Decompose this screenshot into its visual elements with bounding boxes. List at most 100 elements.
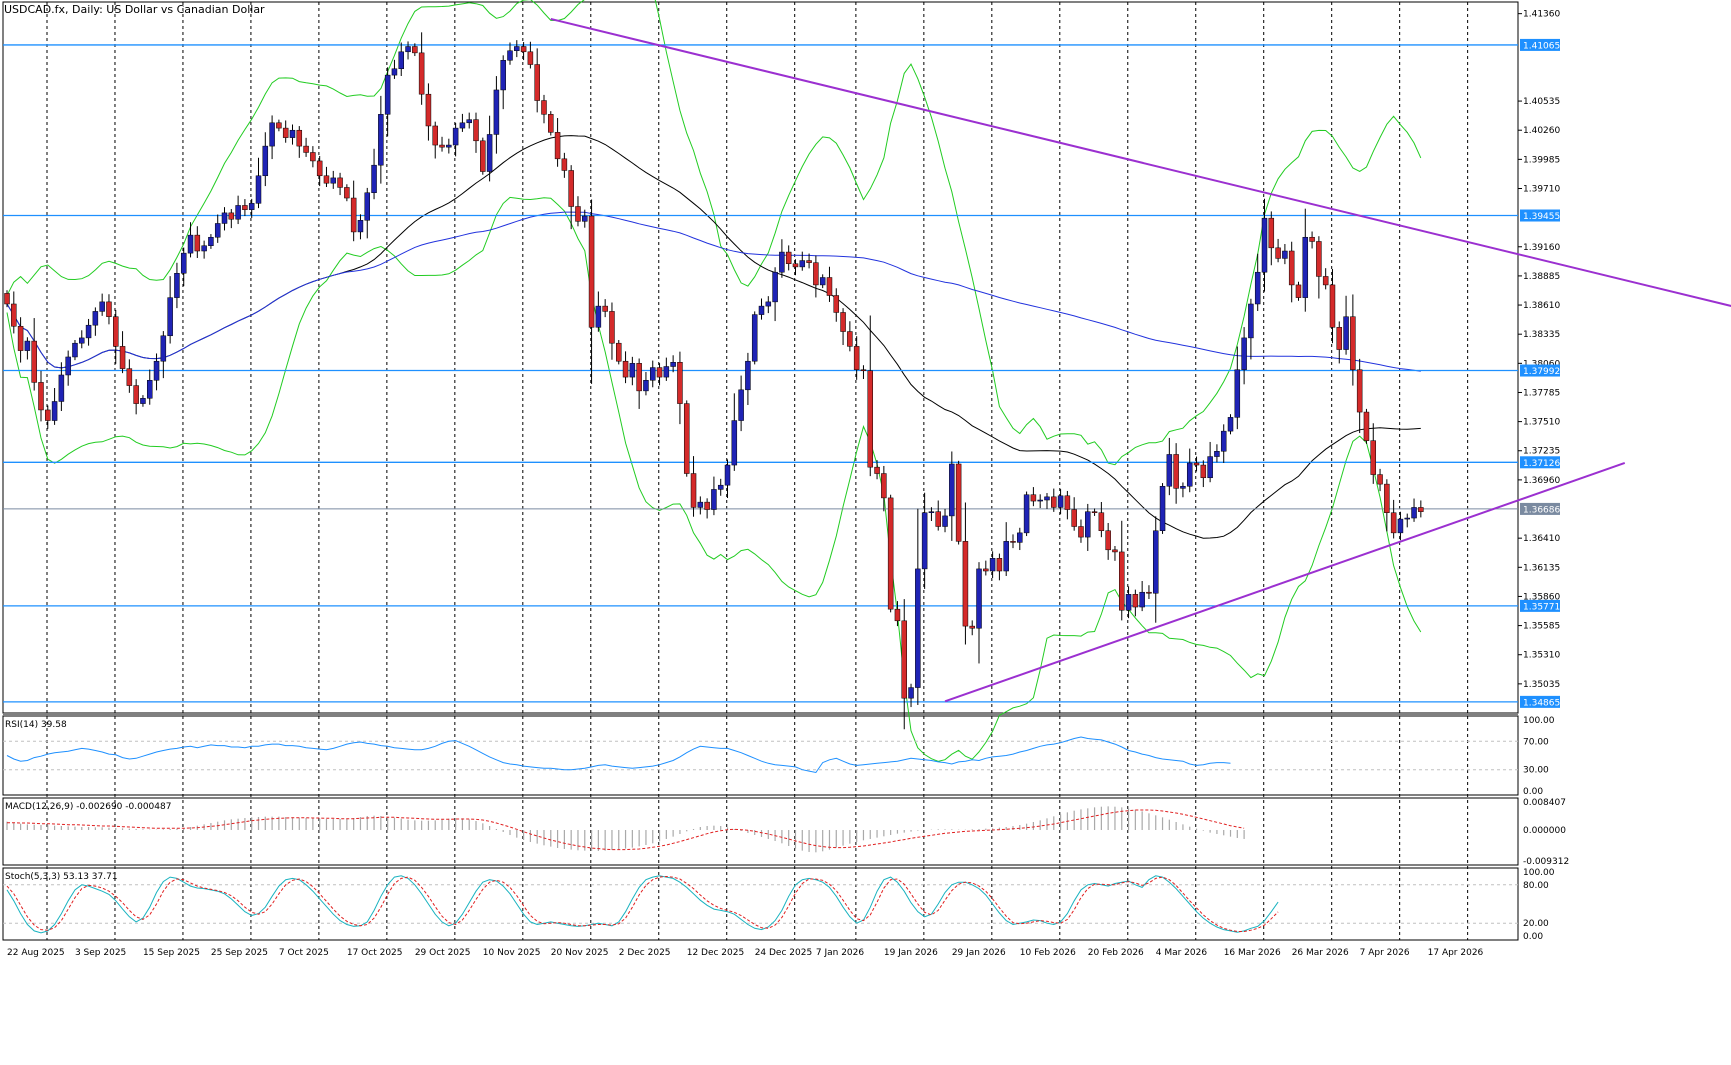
bear-candle	[133, 385, 139, 404]
bear-candle	[860, 369, 867, 371]
bear-candle	[194, 234, 201, 252]
bear-candle	[874, 466, 880, 474]
bear-candle	[996, 558, 1003, 572]
bear-candle	[425, 93, 432, 127]
rsi-scale-label: 100.00	[1523, 716, 1555, 726]
price-level-label: 1.37126	[1523, 459, 1560, 469]
bear-candle	[119, 346, 126, 369]
bull-candle	[1037, 499, 1043, 502]
bull-candle	[1044, 496, 1050, 501]
bear-candle	[840, 312, 846, 332]
bull-candle	[289, 129, 296, 138]
bull-candle	[187, 234, 194, 254]
bear-candle	[1030, 494, 1037, 502]
bear-candle	[1329, 284, 1336, 328]
bear-candle	[1309, 236, 1315, 242]
bull-candle	[1261, 217, 1268, 273]
bear-candle	[568, 170, 574, 207]
bear-candle	[1377, 474, 1383, 485]
bull-candle	[378, 114, 384, 166]
bull-candle	[1003, 541, 1009, 572]
date-tick-label: 10 Nov 2025	[483, 948, 541, 958]
bear-candle	[962, 541, 969, 627]
bear-candle	[344, 187, 350, 199]
bear-candle	[527, 51, 534, 65]
price-tick-label: 1.35310	[1523, 651, 1560, 661]
bear-candle	[1146, 591, 1152, 594]
price-level-tag	[1520, 364, 1560, 377]
bull-candle	[99, 301, 105, 312]
date-tick-label: 15 Sep 2025	[143, 948, 200, 958]
price-tick-label: 1.35585	[1523, 622, 1560, 632]
date-tick-label: 7 Oct 2025	[279, 948, 329, 958]
bear-candle	[228, 212, 235, 220]
bull-candle	[1302, 236, 1309, 298]
date-tick-label: 19 Jan 2026	[884, 948, 938, 958]
price-tick-label: 1.37510	[1523, 418, 1560, 428]
bear-candle	[1356, 369, 1363, 413]
date-tick-label: 12 Dec 2025	[687, 948, 745, 958]
bear-candle	[520, 46, 527, 53]
bull-candle	[1214, 451, 1220, 457]
bull-candle	[989, 558, 996, 572]
bear-candle	[1418, 507, 1424, 512]
bull-candle	[1125, 594, 1132, 611]
date-tick-label: 7 Jan 2026	[816, 948, 864, 958]
stoch-scale-label: 20.00	[1523, 919, 1549, 929]
bear-candle	[541, 100, 547, 115]
bear-candle	[609, 311, 615, 344]
bull-candle	[1241, 337, 1247, 370]
bear-candle	[534, 64, 540, 101]
bull-candle	[235, 205, 241, 220]
bull-candle	[731, 420, 738, 466]
bear-candle	[1112, 549, 1118, 553]
date-tick-label: 16 Mar 2026	[1224, 948, 1281, 958]
macd-label: MACD(12,26,9) -0.002690 -0.000487	[5, 802, 171, 812]
bull-candle	[1220, 430, 1227, 452]
bear-candle	[432, 125, 438, 146]
bear-candle	[935, 511, 941, 527]
date-tick-label: 29 Jan 2026	[952, 948, 1006, 958]
bear-candle	[561, 158, 568, 171]
price-tick-label: 1.38610	[1523, 301, 1560, 311]
bull-candle	[398, 51, 404, 70]
bear-candle	[1288, 250, 1295, 286]
price-tick-label: 1.38335	[1523, 330, 1560, 340]
macd-signal-line	[7, 809, 1245, 851]
bull-candle	[1404, 517, 1410, 520]
rsi-line	[6, 736, 1231, 774]
bull-candle	[1234, 369, 1241, 418]
price-level-tag	[1520, 209, 1560, 222]
bull-candle	[391, 68, 398, 76]
bear-candle	[1268, 217, 1275, 249]
bear-candle	[323, 175, 330, 184]
price-tick-label: 1.36410	[1523, 534, 1560, 544]
bear-candle	[554, 132, 561, 160]
stoch-main-line	[6, 875, 1279, 934]
stoch-scale-label: 80.00	[1523, 881, 1549, 891]
panel-separator	[3, 713, 1518, 716]
price-tick-label: 1.35860	[1523, 592, 1560, 602]
bear-candle	[813, 262, 819, 286]
bull-candle	[595, 305, 602, 328]
date-tick-label: 29 Oct 2025	[415, 948, 471, 958]
bear-candle	[282, 127, 289, 138]
bull-candle	[146, 380, 153, 399]
bull-candle	[670, 362, 676, 367]
bull-candle	[711, 489, 717, 510]
bear-candle	[418, 52, 425, 95]
bear-candle	[11, 303, 17, 327]
bull-candle	[1166, 454, 1173, 487]
bear-candle	[690, 473, 697, 508]
bull-candle	[507, 50, 513, 61]
horizontal-levels	[3, 44, 1518, 703]
date-tick-label: 2 Dec 2025	[619, 948, 671, 958]
bull-candle	[1207, 456, 1213, 479]
bear-candle	[1384, 483, 1390, 513]
bear-candle	[480, 140, 486, 172]
bear-candle	[1078, 526, 1084, 538]
bull-candle	[51, 401, 58, 421]
bear-candle	[1336, 327, 1343, 350]
bear-candle	[826, 277, 833, 296]
